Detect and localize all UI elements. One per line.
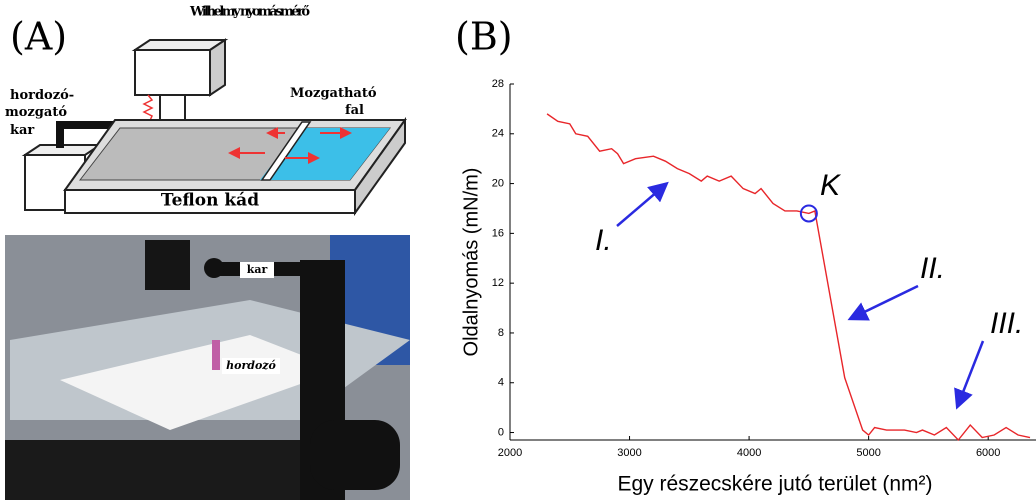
photo-substrate [212,340,220,370]
y-tick-label: 8 [498,327,504,339]
annotation: K [820,169,842,202]
photo-substrate-label: hordozó [226,359,276,372]
sensor-box [135,50,210,95]
photo-sensor [145,240,190,290]
photo-motor [310,420,400,490]
y-tick-label: 0 [498,426,504,438]
data-line [547,114,1030,440]
y-tick-label: 20 [492,177,504,189]
annotation-arrow [852,286,918,318]
annotation: II. [920,252,945,285]
figure: (A) Wilhelmy nyomásmérő Teflon kád [0,0,1036,500]
sensor-label: Wilhelmy nyomásmérő [189,5,310,20]
x-axis-label: Egy részecskére jutó terület (nm²) [617,473,932,496]
y-tick-label: 28 [492,78,504,90]
photo: kar hordozó [5,235,410,500]
y-tick-label: 4 [498,377,504,389]
annotation-arrow [617,185,665,226]
x-tick-label: 5000 [856,447,880,459]
photo-arm-label: kar [247,263,268,276]
sensor-side [210,40,225,95]
photo-base [5,440,305,500]
panel-label: (B) [455,15,513,59]
annotation: III. [990,307,1023,340]
y-axis-label: Oldalnyomás (mN/m) [460,168,482,357]
photo-knob [204,258,224,278]
y-tick-label: 16 [492,227,504,239]
annotation-arrow [958,341,983,405]
panel-label: (A) [10,15,67,59]
x-tick-label: 6000 [976,447,1000,459]
y-tick-label: 24 [492,128,504,140]
x-tick-label: 4000 [737,447,761,459]
x-tick-label: 3000 [617,447,641,459]
trough-label: Teflon kád [161,191,259,211]
x-tick-label: 2000 [498,447,522,459]
y-tick-label: 12 [492,277,504,289]
annotation: I. [595,224,612,257]
